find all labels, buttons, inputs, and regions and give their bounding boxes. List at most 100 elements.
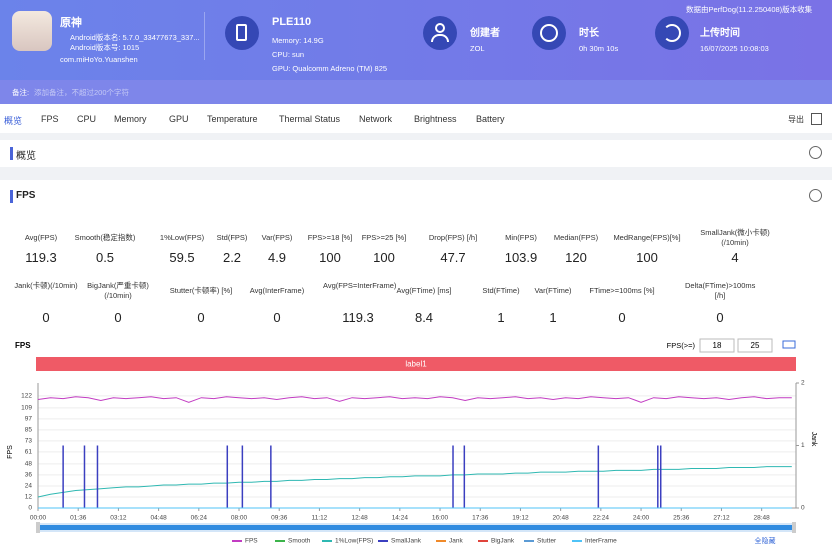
tab[interactable]: Temperature: [207, 114, 258, 124]
y-tick-label: 48: [25, 461, 33, 468]
tab[interactable]: Network: [359, 114, 392, 124]
x-tick-label: 09:36: [271, 515, 288, 522]
legend-label[interactable]: 1%Low(FPS): [335, 538, 373, 545]
x-tick-label: 00:00: [30, 515, 47, 522]
y-tick-label: 61: [25, 449, 33, 456]
menu-icon[interactable]: [811, 113, 822, 125]
stat-value: 0: [716, 310, 723, 325]
stat-value: 119.3: [342, 310, 374, 325]
toggle[interactable]: [809, 146, 822, 159]
tab[interactable]: Memory: [114, 114, 147, 124]
x-tick-label: 25:36: [673, 515, 690, 522]
legend-label[interactable]: BigJank: [491, 538, 515, 545]
stat-value: 100: [636, 250, 658, 265]
legend-label[interactable]: FPS: [245, 538, 258, 545]
zoom-handle[interactable]: [792, 522, 796, 533]
toggle[interactable]: [809, 189, 822, 202]
y-axis-label: FPS: [7, 445, 14, 459]
upload-icon: [655, 16, 689, 50]
legend-label[interactable]: Smooth: [288, 538, 311, 545]
stat-value: 100: [319, 250, 341, 265]
device-icon: [225, 16, 259, 50]
stat-value: 0: [273, 310, 280, 325]
duration-value: 0h 30m 10s: [579, 44, 618, 53]
x-tick-label: 03:12: [110, 515, 127, 522]
duration-label: 时长: [579, 24, 599, 39]
y-tick-label: 122: [21, 393, 32, 400]
y-tick-label: 109: [21, 405, 32, 412]
tab[interactable]: FPS: [41, 114, 59, 124]
stat-value: 0: [197, 310, 204, 325]
creator-value: ZOL: [470, 44, 485, 53]
legend-label[interactable]: Jank: [449, 538, 463, 545]
android-code: Android版本号: 1015: [70, 42, 139, 53]
band-label: label1: [405, 360, 427, 369]
app-icon: [12, 11, 52, 51]
tab[interactable]: GPU: [169, 114, 189, 124]
tab[interactable]: 概览: [4, 114, 22, 127]
stat-value: 1: [549, 310, 556, 325]
stat-value: 4: [731, 250, 738, 265]
stat-value: 100: [373, 250, 395, 265]
upload-value: 16/07/2025 10:08:03: [700, 44, 769, 53]
overview-panel: 概览: [0, 140, 832, 167]
stat-value: 119.3: [25, 250, 57, 265]
zoom-handle[interactable]: [36, 522, 40, 533]
stat-value: 0: [114, 310, 121, 325]
tab[interactable]: Brightness: [414, 114, 457, 124]
cpu: CPU: sun: [272, 50, 304, 59]
export[interactable]: 导出: [788, 114, 804, 125]
x-tick-label: 28:48: [754, 515, 771, 522]
creator-label: 创建者: [470, 24, 500, 39]
stat-value: 2.2: [223, 250, 241, 265]
stat-value: 4.9: [268, 250, 286, 265]
legend-label[interactable]: InterFrame: [585, 538, 617, 545]
stat-label: Jank(卡顿)(/10min): [11, 281, 81, 291]
y-tick-label: 0: [28, 505, 32, 512]
y2-tick-label: 2: [801, 380, 805, 387]
stat-label: MedRange(FPS)[%]: [592, 233, 702, 243]
package: com.miHoYo.Yuanshen: [60, 55, 138, 64]
stat-value: 103.9: [505, 250, 538, 265]
y-tick-label: 24: [25, 483, 33, 490]
threshold-label: FPS(>=): [667, 341, 696, 350]
memory: Memory: 14.9G: [272, 36, 324, 45]
gpu: GPU: Qualcomm Adreno (TM) 825: [272, 64, 387, 73]
device-name: PLE110: [272, 16, 311, 28]
x-tick-label: 20:48: [553, 515, 570, 522]
stat-value: 0: [618, 310, 625, 325]
threshold-value: 25: [751, 341, 760, 350]
x-tick-label: 14:24: [392, 515, 409, 522]
x-tick-label: 08:00: [231, 515, 248, 522]
legend-toggle[interactable]: 全隐藏: [755, 536, 776, 545]
stat-label: FTime>=100ms [%]: [567, 286, 677, 296]
stat-label: Delta(FTime)>100ms [/h]: [685, 281, 755, 301]
stat-value: 8.4: [415, 310, 433, 325]
fps-title: FPS: [16, 190, 35, 201]
tab[interactable]: Battery: [476, 114, 505, 124]
y-tick-label: 12: [25, 494, 33, 501]
zoom-bar[interactable]: [40, 525, 792, 530]
upload-label: 上传时间: [700, 24, 740, 39]
y-tick-label: 97: [25, 416, 33, 423]
remark-label: 备注:: [12, 87, 29, 98]
y2-tick-label: 0: [801, 505, 805, 512]
legend-label[interactable]: SmallJank: [391, 538, 422, 545]
x-tick-label: 16:00: [432, 515, 449, 522]
x-tick-label: 11:12: [312, 515, 328, 522]
table-icon[interactable]: [783, 341, 795, 348]
x-tick-label: 19:12: [512, 515, 529, 522]
creator-icon: [423, 16, 457, 50]
remark-input[interactable]: 添加备注，不超过200个字符: [34, 87, 129, 98]
remark-row: 备注: 添加备注，不超过200个字符: [0, 80, 832, 104]
stat-value: 59.5: [169, 250, 194, 265]
duration-icon: [532, 16, 566, 50]
tab[interactable]: Thermal Status: [279, 114, 340, 124]
x-tick-label: 04:48: [150, 515, 167, 522]
legend-label[interactable]: Stutter: [537, 538, 557, 545]
tab[interactable]: CPU: [77, 114, 96, 124]
stat-value: 47.7: [440, 250, 465, 265]
stat-value: 0.5: [96, 250, 114, 265]
y2-axis-label: Jank: [810, 432, 817, 447]
